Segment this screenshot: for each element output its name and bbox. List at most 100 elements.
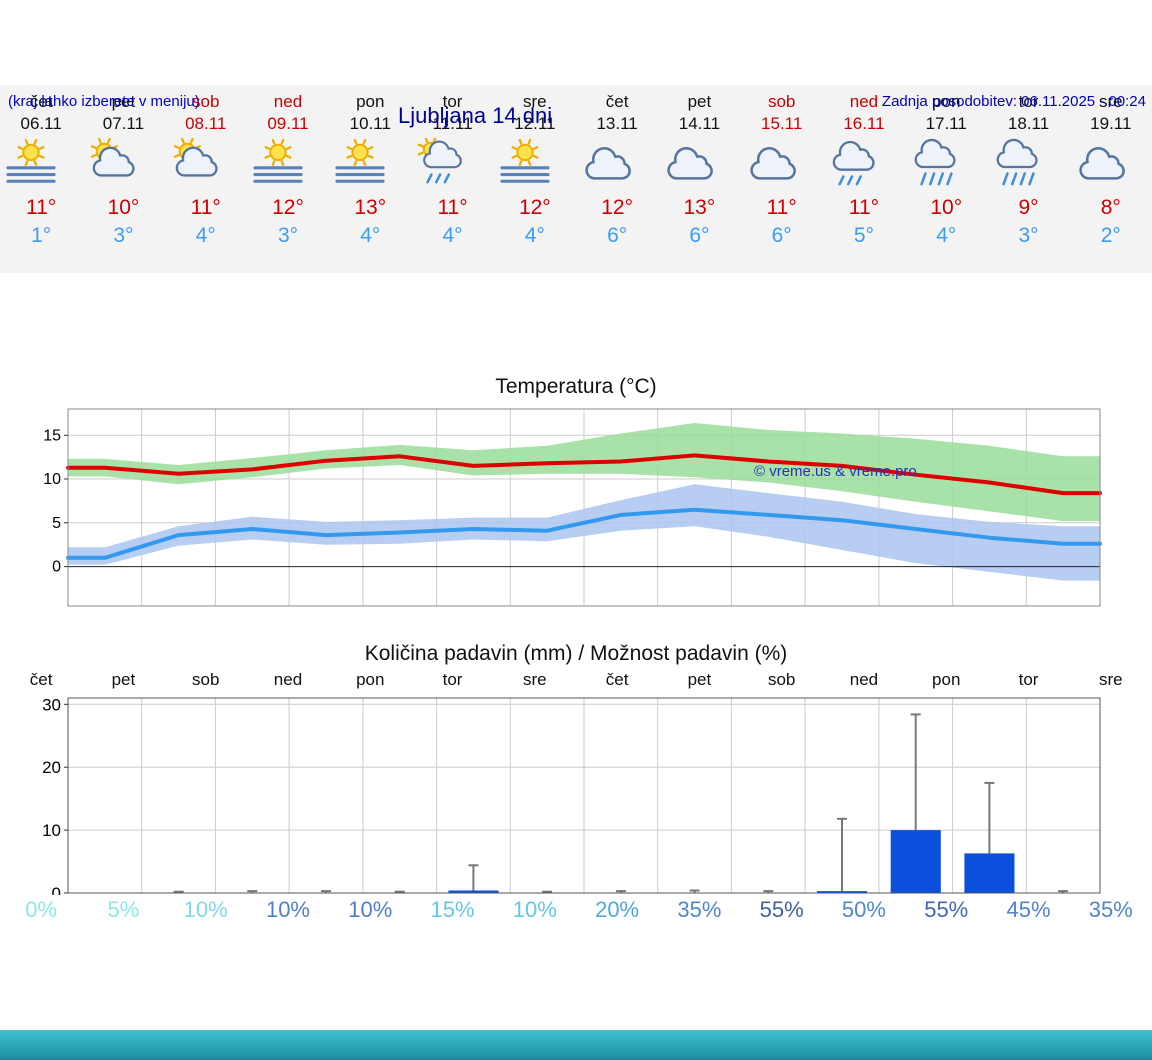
precip-day-label: sob	[767, 670, 796, 689]
last-update-text: Zadnja posodobitev: 06.11.2025 - 00:24	[881, 93, 1146, 110]
day-date: 12.11	[514, 114, 556, 133]
forecast-day: sob 15.11 11° 6°	[741, 85, 823, 273]
svg-text:5: 5	[52, 515, 61, 532]
min-temperature: 4°	[936, 224, 957, 247]
precip-day-label: ned	[273, 670, 303, 689]
max-temperature: 11°	[26, 196, 57, 219]
day-name: pon	[932, 92, 961, 111]
day-name: sob	[767, 92, 796, 111]
sun-fog-icon	[329, 138, 411, 192]
forecast-day: ned 09.11 12° 3°	[247, 85, 329, 273]
day-name: sre	[1098, 92, 1123, 111]
day-date: 11.11	[432, 114, 473, 133]
max-temperature: 11°	[848, 196, 880, 219]
precip-probability: 10%	[512, 897, 557, 922]
day-name: ned	[273, 92, 303, 111]
precip-probability: 10%	[265, 897, 310, 922]
max-temperature: 13°	[683, 196, 716, 219]
precip-day-label: tor	[442, 670, 463, 689]
svg-text:10: 10	[43, 471, 61, 488]
day-name: tor	[442, 92, 463, 111]
day-date: 08.11	[185, 114, 227, 133]
day-date: 17.11	[925, 114, 967, 133]
max-temperature: 12°	[272, 196, 304, 219]
cloud-icon	[1070, 138, 1152, 192]
precipitation-chart: 0 10 20 30	[28, 692, 1152, 895]
sun-fog-icon	[0, 138, 82, 192]
cloud-rain-heavy-icon	[905, 138, 987, 192]
bottom-banner	[0, 1030, 1152, 1060]
cloud-icon	[741, 138, 823, 192]
precip-day-label: pet	[111, 670, 136, 689]
watermark: © vreme.us & vreme.pro	[754, 463, 917, 480]
precip-probability: 10%	[348, 897, 393, 922]
day-name: pet	[687, 92, 712, 111]
svg-text:0: 0	[52, 559, 61, 576]
sun-cloud-icon	[82, 138, 164, 192]
max-temperature: 10°	[107, 196, 140, 219]
min-temperature: 3°	[113, 224, 134, 247]
precip-chart-title: Količina padavin (mm) / Možnost padavin …	[364, 642, 788, 665]
sun-cloud-rain-icon	[411, 138, 493, 192]
max-temperature: 10°	[930, 196, 963, 219]
sun-cloud-icon	[165, 138, 247, 192]
day-date: 18.11	[1007, 114, 1050, 133]
max-range-band	[68, 423, 1100, 522]
min-temperature: 2°	[1100, 224, 1121, 247]
forecast-day: pet 07.11 10° 3°	[82, 85, 164, 273]
sun-fog-icon	[247, 138, 329, 192]
precip-day-label: ned	[849, 670, 879, 689]
forecast-day: pon 17.11 10° 4°	[905, 85, 987, 273]
min-temperature: 4°	[360, 224, 381, 247]
max-temp-line	[66, 453, 1102, 496]
max-temperature: 12°	[518, 196, 551, 219]
forecast-day: pet 14.11 13° 6°	[658, 85, 740, 273]
precip-bar	[448, 890, 499, 893]
day-date: 13.11	[596, 114, 638, 133]
day-date: 15.11	[761, 114, 803, 133]
precip-day-label: pon	[356, 670, 385, 689]
precip-day-label: čet	[605, 670, 629, 689]
day-date: 09.11	[267, 114, 309, 133]
day-date: 16.11	[843, 114, 885, 133]
day-name: tor	[1018, 92, 1039, 111]
precip-probability: 55%	[759, 897, 804, 922]
forecast-strip: čet 06.11 11° 1° pet 07.11 10° 3° sob 08.11 11° 4° n…	[0, 85, 1152, 273]
page-header: (kraj lahko izberete v meniju) Ljubljana…	[0, 85, 1152, 129]
min-temp-line	[66, 507, 1102, 560]
min-temperature: 4°	[195, 224, 216, 247]
min-temperature: 1°	[31, 224, 52, 247]
svg-text:0: 0	[52, 884, 61, 895]
sun-fog-icon	[494, 138, 576, 192]
forecast-day: tor 18.11 9° 3°	[987, 85, 1069, 273]
forecast-day: ned 16.11 11° 5°	[823, 85, 905, 273]
precip-day-label: sob	[191, 670, 220, 689]
max-temperature: 11°	[766, 196, 797, 219]
precip-probability: 10%	[183, 897, 228, 922]
precip-day-label: čet	[29, 670, 53, 689]
temperature-section: Temperatura (°C) © vreme.us & vreme.pro 0…	[0, 373, 1152, 616]
precip-probability: 55%	[924, 897, 969, 922]
day-name: čet	[29, 92, 53, 111]
precip-day-label: sre	[1098, 670, 1123, 689]
precip-bar	[890, 830, 941, 893]
day-name: sre	[523, 92, 547, 111]
min-temperature: 5°	[853, 224, 874, 247]
precip-probability: 35%	[1088, 897, 1133, 922]
min-temperature: 6°	[607, 224, 628, 247]
precip-probability: 5%	[107, 897, 140, 922]
forecast-day: tor 11.11 11° 4°	[411, 85, 493, 273]
cloud-icon	[658, 138, 740, 192]
forecast-day: čet 06.11 11° 1°	[0, 85, 82, 273]
forecast-day: sob 08.11 11° 4°	[165, 85, 247, 273]
min-temperature: 4°	[442, 224, 463, 247]
forecast-day: sre 12.11 12° 4°	[494, 85, 576, 273]
precip-probability: 50%	[841, 897, 886, 922]
precip-day-label: pet	[687, 670, 712, 689]
temperature-chart: © vreme.us & vreme.pro 0 5 10 15	[28, 401, 1152, 616]
day-name: ned	[849, 92, 879, 111]
forecast-day: čet 13.11 12° 6°	[576, 85, 658, 273]
max-temperature: 11°	[437, 196, 468, 219]
svg-text:15: 15	[43, 427, 61, 444]
page-title: Ljubljana 14 dni	[398, 103, 553, 128]
